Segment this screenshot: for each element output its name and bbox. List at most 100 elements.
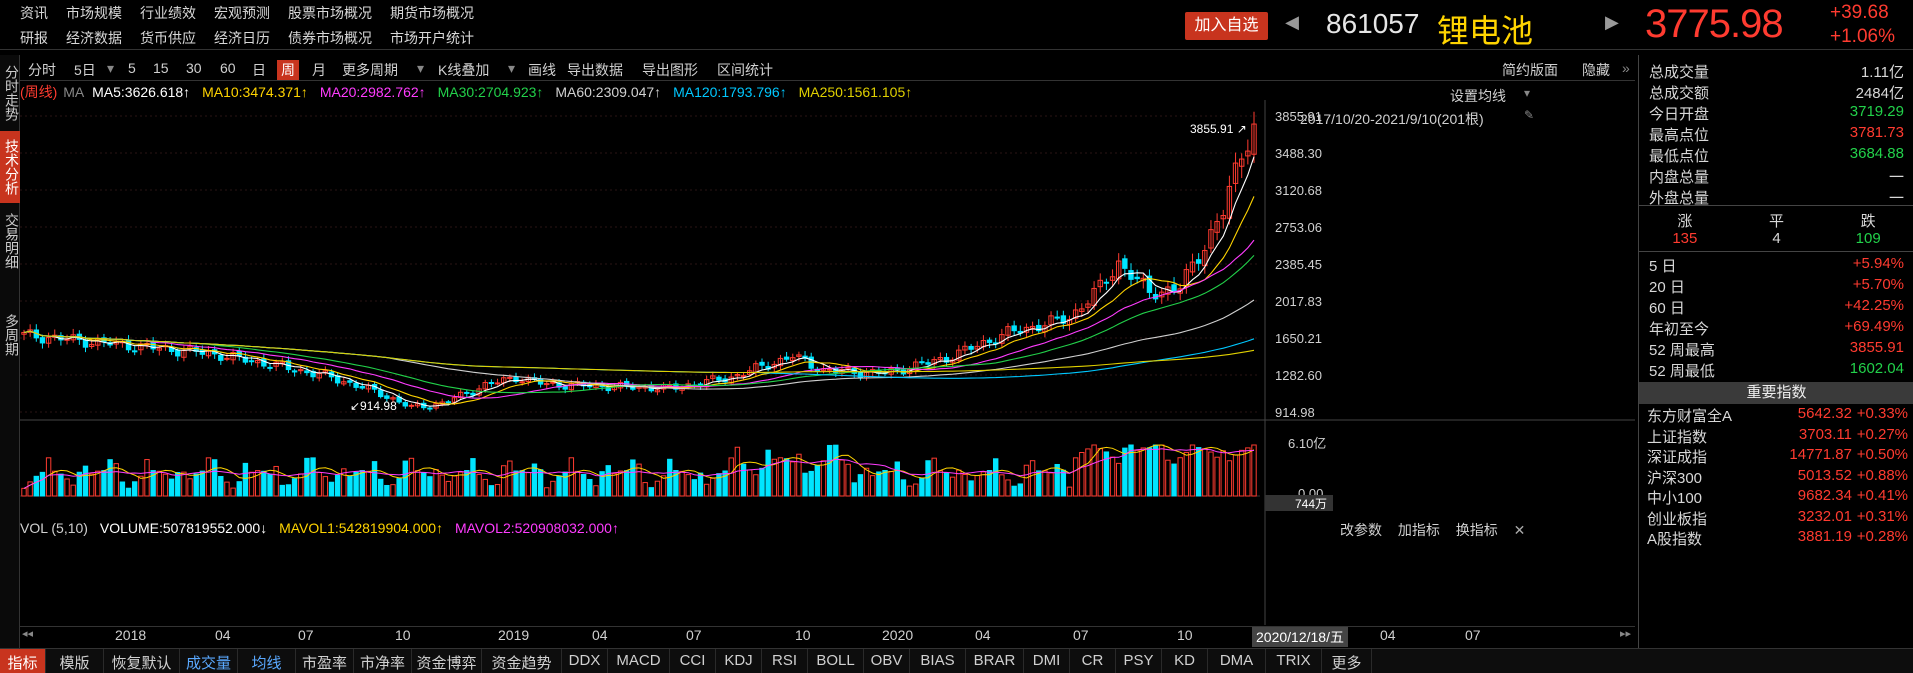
volume-bar (1085, 448, 1091, 497)
volume-bar (1103, 451, 1110, 497)
indicator-tab[interactable]: BIAS (910, 649, 966, 673)
indicator-tab[interactable]: DDX (562, 649, 608, 673)
indicator-tab[interactable]: DMA (1208, 649, 1266, 673)
close-icon[interactable]: ✕ (1513, 522, 1526, 538)
chevron-down-icon[interactable]: ▾ (107, 60, 115, 76)
change-indicator-button[interactable]: 换指标 (1455, 522, 1498, 538)
nav-item[interactable]: 宏观预测 (214, 5, 270, 21)
add-to-watchlist-button[interactable]: 加入自选 (1185, 12, 1268, 40)
flat-label: 平 (1769, 213, 1785, 230)
index-row[interactable]: 中小100 9682.34 +0.41% (1639, 487, 1913, 511)
export-image-button[interactable]: 导出图形 (642, 62, 698, 78)
indicator-tab[interactable]: PSY (1116, 649, 1162, 673)
index-name: 中小100 (1647, 490, 1703, 507)
volume-bar (125, 487, 132, 497)
more-periods-dropdown[interactable]: 更多周期 (342, 62, 398, 78)
indicator-tab[interactable]: TRIX (1266, 649, 1322, 673)
period-month[interactable]: 月 (312, 62, 326, 78)
chevron-right-icon[interactable]: » (1622, 60, 1630, 76)
nav-item[interactable]: 行业绩效 (140, 5, 196, 21)
period-15min[interactable]: 15 (153, 60, 169, 76)
indicator-tab[interactable]: BOLL (808, 649, 864, 673)
simple-layout-button[interactable]: 简约版面 (1502, 62, 1558, 78)
period-week[interactable]: 周 (277, 60, 299, 80)
volume-bar (1097, 448, 1103, 497)
nav-item[interactable]: 经济数据 (66, 30, 122, 46)
indicator-tab[interactable]: CR (1070, 649, 1116, 673)
chevron-down-icon[interactable]: ▾ (1524, 86, 1531, 100)
edit-params-button[interactable]: 改参数 (1340, 522, 1382, 538)
set-ma-button[interactable]: 设置均线 (1450, 88, 1506, 104)
indicator-tab[interactable]: 资金趋势 (482, 649, 562, 673)
index-row[interactable]: 上证指数 3703.11 +0.27% (1639, 426, 1913, 450)
side-tab-intraday[interactable]: 分时走势 (4, 65, 20, 121)
pin-icon[interactable]: ✎ (1524, 108, 1535, 122)
kline-chart[interactable]: 3855.91 3488.30 3120.68 2753.06 2385.45 2017.… (20, 100, 1635, 640)
nav-item[interactable]: 货币供应 (140, 30, 196, 46)
nav-item[interactable]: 债券市场概况 (288, 30, 372, 46)
perf-row: 60 日 +42.25% (1649, 297, 1904, 322)
side-tab-multiperiod[interactable]: 多周期 (4, 314, 20, 356)
indicator-tab[interactable]: MACD (608, 649, 670, 673)
period-day[interactable]: 日 (252, 62, 266, 78)
indicator-tab[interactable]: OBV (864, 649, 910, 673)
period-30min[interactable]: 30 (186, 60, 202, 76)
side-tab-technical[interactable]: 技术分析 (0, 131, 20, 203)
add-indicator-button[interactable]: 加指标 (1397, 522, 1440, 538)
chevron-down-icon[interactable]: ▾ (417, 60, 425, 76)
scroll-left-icon[interactable]: ◂◂ (22, 628, 34, 640)
indicator-tab[interactable]: 成交量 (180, 649, 238, 673)
index-row[interactable]: 沪深300 5013.52 +0.88% (1639, 467, 1913, 491)
indicator-tab[interactable]: 更多 (1322, 649, 1372, 673)
period-5min[interactable]: 5 (128, 60, 136, 76)
volume-bar (470, 458, 476, 497)
candle-body (464, 391, 470, 394)
high-marker: 3855.91 ↗ (1190, 122, 1247, 136)
indicator-tab[interactable]: 均线 (238, 649, 296, 673)
side-tab-trades[interactable]: 交易明细 (4, 213, 20, 269)
indicator-tab[interactable]: 市净率 (354, 649, 412, 673)
indicator-tab[interactable]: BRAR (966, 649, 1024, 673)
indicator-tab[interactable]: RSI (762, 649, 808, 673)
volume-bar (1220, 450, 1226, 497)
indicator-tab[interactable]: 指标 (0, 649, 46, 673)
indicator-tab[interactable]: 市盈率 (296, 649, 354, 673)
nav-item[interactable]: 股票市场概况 (288, 5, 372, 21)
prev-stock-arrow-icon[interactable]: ◀ (1285, 12, 1299, 32)
indicator-tab[interactable]: KD (1162, 649, 1208, 673)
nav-item[interactable]: 市场规模 (66, 5, 122, 21)
hide-button[interactable]: 隐藏 (1582, 62, 1610, 78)
nav-item[interactable]: 资讯 (20, 5, 48, 21)
period-60min[interactable]: 60 (220, 60, 236, 76)
period-5day[interactable]: 5日 (74, 62, 96, 78)
indicator-tab[interactable]: 资金博弈 (412, 649, 482, 673)
kline-overlay-dropdown[interactable]: K线叠加 (438, 62, 490, 78)
indicator-tab[interactable]: DMI (1024, 649, 1070, 673)
candle-body (562, 386, 568, 390)
volume-bar (845, 463, 851, 497)
scroll-right-icon[interactable]: ▸▸ (1620, 628, 1632, 640)
range-stats-button[interactable]: 区间统计 (717, 62, 773, 78)
up-label: 涨 (1677, 213, 1693, 230)
chevron-down-icon[interactable]: ▾ (508, 60, 516, 76)
volume-bar (427, 476, 433, 497)
indicator-tab[interactable]: KDJ (716, 649, 762, 673)
nav-item[interactable]: 研报 (20, 30, 48, 46)
nav-item[interactable]: 经济日历 (214, 30, 270, 46)
export-data-button[interactable]: 导出数据 (567, 62, 623, 78)
nav-item[interactable]: 期货市场概况 (390, 5, 474, 21)
draw-line-button[interactable]: 画线 (528, 62, 556, 78)
volume-bar (218, 475, 224, 497)
index-row[interactable]: 深证成指 14771.87 +0.50% (1639, 446, 1913, 470)
indicator-tab[interactable]: 恢复默认 (104, 649, 180, 673)
indicator-tab[interactable]: CCI (670, 649, 716, 673)
indicator-tab[interactable]: 模版 (46, 649, 104, 673)
index-row[interactable]: 东方财富全A 5642.32 +0.33% (1639, 405, 1913, 429)
volume-bar (285, 484, 292, 497)
candle-body (1146, 275, 1153, 293)
index-row[interactable]: 创业板指 3232.01 +0.31% (1639, 508, 1913, 532)
period-intraday[interactable]: 分时 (28, 62, 56, 78)
index-row[interactable]: A股指数 3881.19 +0.28% (1639, 528, 1913, 552)
nav-item[interactable]: 市场开户统计 (390, 30, 474, 46)
next-stock-arrow-icon[interactable]: ▶ (1605, 12, 1619, 32)
